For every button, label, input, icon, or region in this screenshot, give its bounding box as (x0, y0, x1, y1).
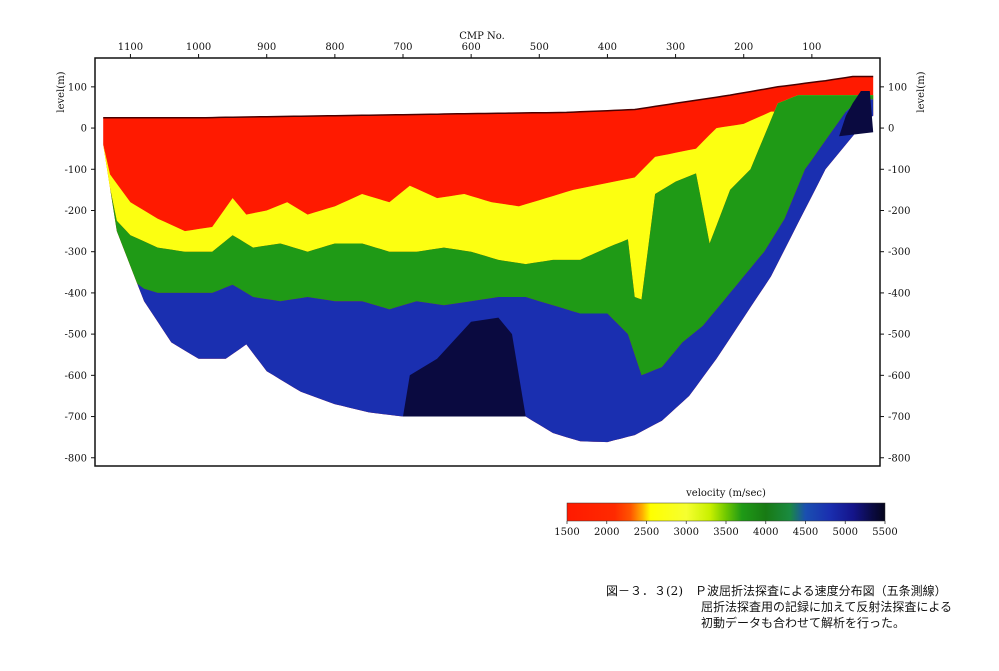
y-tick-label: -800 (65, 453, 87, 464)
left-y-axis-label: level(m) (56, 71, 67, 112)
y-tick-label: -300 (888, 247, 910, 258)
ground-surface-line (103, 75, 874, 119)
colorbar-ticks: 1500 2000 2500 3000 3500 4000 4500 5000 5500 (554, 521, 898, 538)
right-y-axis-label: level(m) (916, 71, 927, 112)
y-tick-label: 100 (68, 82, 87, 93)
x-tick-label: 1000 (186, 42, 211, 53)
colorbar-label: velocity (m/sec) (685, 488, 766, 499)
colorbar-tick-label: 2000 (594, 527, 619, 538)
colorbar-tick-label: 4000 (753, 527, 778, 538)
y-tick-label: -100 (888, 165, 910, 176)
x-tick-label: 900 (257, 42, 276, 53)
colorbar-tick-label: 1500 (554, 527, 579, 538)
x-tick-label: 600 (462, 42, 481, 53)
x-tick-label: 400 (598, 42, 617, 53)
x-tick-label: 1100 (118, 42, 143, 53)
caption-note-line-2: 初動データも合わせて解析を行った。 (701, 616, 906, 630)
y-tick-label: 0 (888, 124, 894, 135)
y-tick-label: -700 (65, 412, 87, 423)
y-tick-label: -700 (888, 412, 910, 423)
y-tick-label: -400 (888, 288, 910, 299)
x-tick-label: 300 (666, 42, 685, 53)
x-tick-label: 200 (734, 42, 753, 53)
velocity-zone-4500 (103, 99, 874, 443)
velocity-zone-2500 (103, 95, 874, 300)
caption-note-line-1: 屈折法探査用の記録に加えて反射法探査による (701, 600, 953, 614)
y-tick-label: -100 (65, 165, 87, 176)
left-y-axis-ticks: 100 0 -100 -200 -300 -400 -500 -600 -700 -800 (65, 82, 95, 464)
y-tick-label: -500 (888, 330, 910, 341)
y-tick-label: -400 (65, 288, 87, 299)
y-tick-label: -600 (888, 371, 910, 382)
colorbar-tick-label: 5000 (833, 527, 858, 538)
y-tick-label: -200 (65, 206, 87, 217)
y-tick-label: 0 (81, 124, 87, 135)
plot-frame (94, 57, 881, 467)
x-tick-label: 500 (530, 42, 549, 53)
caption-title: 図－３．３(2) Ｐ波屈折法探査による速度分布図（五条測線） (606, 584, 947, 598)
velocity-zone-5500-1 (403, 317, 526, 417)
colorbar (566, 502, 886, 522)
y-tick-label: -300 (65, 247, 87, 258)
x-axis-ticks: 1100 1000 900 800 700 600 500 400 300 200 100 (118, 42, 821, 58)
velocity-zone-3000 (103, 95, 874, 300)
y-tick-label: -200 (888, 206, 910, 217)
y-tick-label: -500 (65, 330, 87, 341)
colorbar-tick-label: 2500 (634, 527, 659, 538)
velocity-layers (103, 75, 874, 443)
figure-caption: 図－３．３(2) Ｐ波屈折法探査による速度分布図（五条測線） 屈折法探査用の記録… (606, 583, 991, 631)
right-y-axis-ticks: 100 0 -100 -200 -300 -400 -500 -600 -700 -800 (880, 82, 910, 464)
colorbar-tick-label: 4500 (793, 527, 818, 538)
velocity-zone-5500-2 (839, 91, 874, 137)
x-tick-label: 100 (802, 42, 821, 53)
x-axis-label: CMP No. (459, 31, 505, 42)
colorbar-tick-label: 3000 (674, 527, 699, 538)
x-tick-label: 800 (325, 42, 344, 53)
colorbar-tick-label: 3500 (713, 527, 738, 538)
y-tick-label: 100 (888, 82, 907, 93)
y-tick-label: -800 (888, 453, 910, 464)
x-tick-label: 700 (393, 42, 412, 53)
colorbar-tick-label: 5500 (872, 527, 897, 538)
velocity-zone-3500 (103, 95, 874, 376)
y-tick-label: -600 (65, 371, 87, 382)
